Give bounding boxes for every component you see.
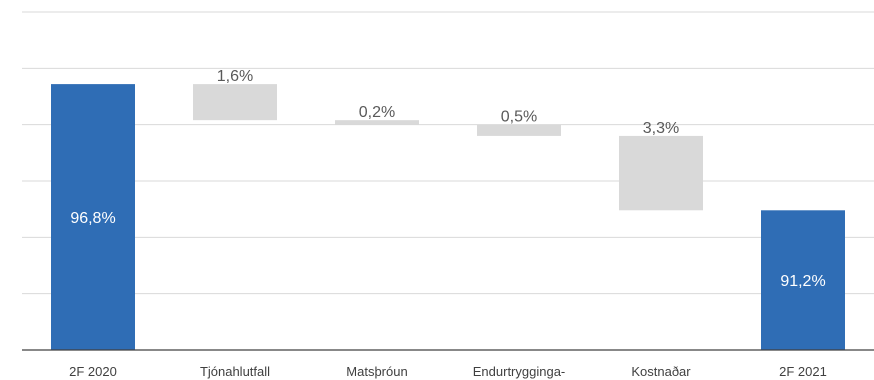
x-tick-labels: 2F 2020 Tjónahlutfall Matsþróun Endurtryggi… (69, 364, 827, 379)
data-label: 0,5% (501, 109, 537, 126)
total-bar (761, 210, 845, 350)
delta-bar (619, 135, 703, 211)
data-label: 1,6% (217, 68, 253, 85)
x-tick-label: Kostnaðar (631, 364, 691, 379)
x-tick-label: 2F 2021 (779, 364, 827, 379)
delta-bar (335, 120, 419, 125)
gridlines (22, 11, 874, 295)
data-label: 91,2% (780, 273, 825, 290)
delta-bar (477, 124, 561, 136)
x-tick-label: Matsþróun (346, 364, 407, 379)
x-tick-label: Endurtrygginga- (473, 364, 566, 379)
bars (51, 84, 845, 351)
data-label: 96,8% (70, 210, 115, 227)
total-bar (51, 84, 135, 351)
data-label: 0,2% (359, 104, 395, 121)
data-labels: 96,8% 1,6% 0,2% 0,5% 3,3% 91,2% (70, 68, 825, 290)
delta-bar (193, 84, 277, 121)
x-tick-label: Tjónahlutfall (200, 364, 270, 379)
x-tick-label: 2F 2020 (69, 364, 117, 379)
data-label: 3,3% (643, 120, 679, 137)
